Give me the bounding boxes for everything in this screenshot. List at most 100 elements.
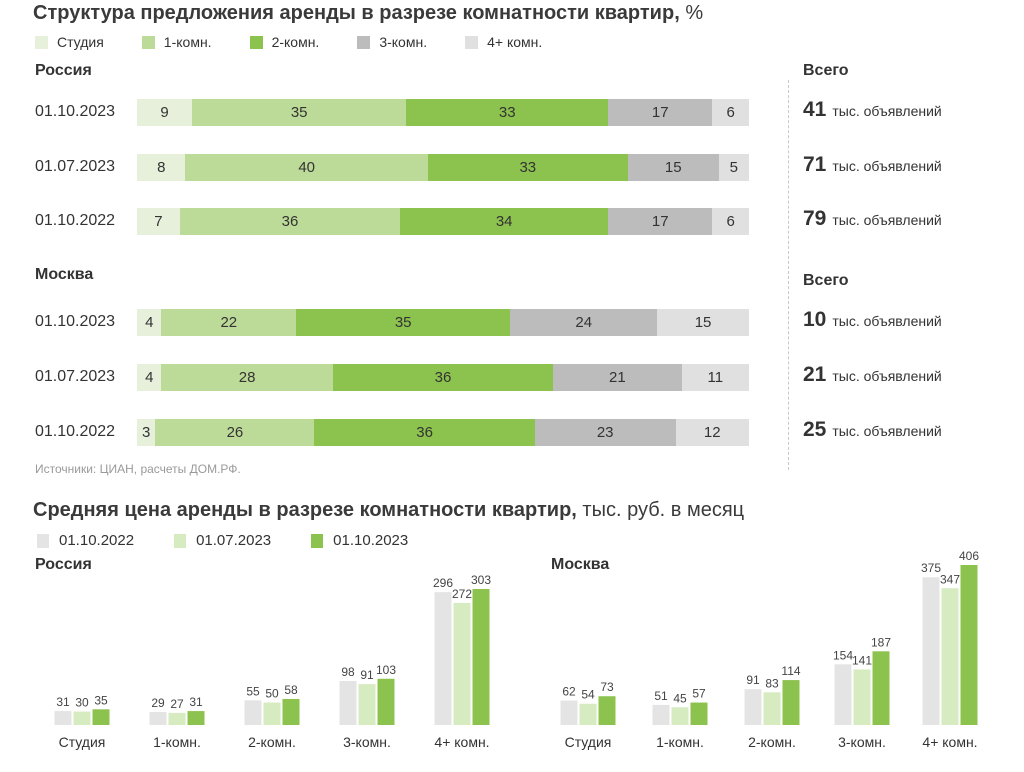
bar-value-label: 58	[284, 683, 298, 697]
panel-title: Россия	[35, 556, 92, 573]
chart1-title-unit: %	[685, 2, 704, 24]
bar-segment: 15	[657, 309, 749, 336]
legend-swatch	[311, 533, 324, 548]
legend-item: 2-комн.	[249, 34, 320, 50]
chart2-legend: 01.10.2022 01.07.2023 01.10.2023	[37, 532, 448, 549]
category-label: 3-комн.	[838, 734, 886, 750]
bar-segment: 21	[553, 364, 682, 391]
bar-value-label: 62	[562, 685, 576, 699]
bar	[282, 698, 300, 725]
bar	[54, 711, 72, 725]
bar-value-label: 375	[921, 561, 941, 575]
total-number: 71	[803, 153, 827, 176]
category-label: 1-комн.	[153, 734, 201, 750]
bar	[782, 680, 800, 725]
legend-label: 4+ комн.	[487, 34, 543, 50]
legend-label: 2-комн.	[271, 34, 320, 50]
bar	[263, 702, 281, 725]
bar-value-label: 347	[940, 572, 960, 586]
category-label: 1-комн.	[656, 734, 704, 750]
bar-value-label: 83	[765, 676, 779, 690]
bar-segment: 26	[155, 419, 315, 446]
total-value: 21 тыс. объявлений	[803, 363, 942, 387]
total-unit: тыс. объявлений	[832, 103, 942, 119]
total-number: 10	[803, 308, 827, 331]
bar-segment: 33	[406, 99, 609, 126]
bar-segment: 12	[675, 419, 749, 446]
legend-item: 4+ комн.	[465, 34, 542, 50]
legend-swatch	[174, 533, 187, 548]
bar-segment: 34	[400, 208, 609, 235]
bar-value-label: 27	[170, 697, 184, 711]
legend-label: 01.10.2023	[333, 532, 409, 549]
bar	[92, 709, 110, 725]
bar	[377, 678, 395, 725]
bar-segment: 15	[627, 154, 719, 181]
bar-value-label: 30	[75, 696, 89, 710]
total-number: 21	[803, 363, 827, 386]
bar	[579, 703, 597, 725]
bar-segment: 7	[137, 208, 180, 235]
totals-header-moscow: Всего	[803, 272, 849, 289]
legend-label: 01.07.2023	[196, 532, 272, 549]
legend-label: 01.10.2022	[59, 532, 135, 549]
row-date-label: 01.10.2023	[35, 313, 116, 330]
bar-segment: 17	[608, 99, 713, 126]
bar-value-label: 51	[654, 689, 668, 703]
legend-item: 01.10.2022	[37, 532, 134, 549]
bar-value-label: 73	[600, 680, 614, 694]
stacked-bar: 3 26 36 23 12	[137, 419, 749, 446]
bar-segment: 8	[137, 154, 186, 181]
legend-item: 01.07.2023	[174, 532, 271, 549]
bar-value-label: 303	[471, 573, 491, 587]
stacked-bar: 8 40 33 15 5	[137, 154, 749, 181]
legend-item: 1-комн.	[141, 34, 212, 50]
bar-value-label: 98	[341, 665, 355, 679]
category-label: Студия	[59, 734, 106, 750]
bar	[187, 711, 205, 725]
bar-segment: 35	[192, 99, 407, 126]
bar-segment: 36	[332, 364, 554, 391]
legend-swatch	[465, 35, 479, 49]
bar-segment: 35	[296, 309, 511, 336]
bar-segment: 22	[161, 309, 297, 336]
bar	[652, 704, 670, 725]
bar	[472, 589, 490, 725]
bar-value-label: 50	[265, 687, 279, 701]
bar-value-label: 31	[56, 695, 70, 709]
bar	[560, 700, 578, 725]
row-date-label: 01.10.2022	[35, 423, 116, 440]
chart2-title-unit: тыс. руб. в месяц	[582, 499, 745, 521]
total-value: 79 тыс. объявлений	[803, 207, 942, 231]
bar-value-label: 187	[871, 635, 891, 649]
total-number: 41	[803, 98, 827, 121]
bar	[941, 588, 959, 725]
legend-swatch	[37, 533, 49, 548]
grouped-bar-chart: Россия 31 30 35 Студия 29 27 31 1-комн. 55 50 58 2-к…	[35, 549, 979, 750]
stacked-bar: 9 35 33 17 6	[137, 99, 749, 126]
category-label: Студия	[565, 734, 612, 750]
total-unit: тыс. объявлений	[832, 368, 942, 384]
legend-item: 01.10.2023	[311, 532, 408, 549]
bar-value-label: 296	[433, 576, 453, 590]
totals-divider	[788, 80, 789, 470]
bar	[434, 592, 452, 725]
chart1-title-text: Структура предложения аренды в разрезе к…	[33, 2, 680, 24]
category-label: 3-комн.	[343, 734, 391, 750]
chart2-title: Средняя цена аренды в разрезе комнатност…	[33, 499, 744, 522]
row-date-label: 01.07.2023	[35, 368, 116, 385]
bar-value-label: 29	[151, 696, 165, 710]
bar	[598, 696, 616, 725]
bar	[339, 681, 357, 725]
bar-value-label: 406	[959, 549, 979, 563]
bar-value-label: 272	[452, 587, 472, 601]
bar	[922, 577, 940, 725]
bar	[671, 707, 689, 725]
bar-value-label: 103	[376, 663, 396, 677]
bar-segment: 4	[137, 364, 162, 391]
bar	[834, 664, 852, 725]
row-date-label: 01.10.2022	[35, 212, 116, 229]
bar-segment: 40	[185, 154, 428, 181]
bar-value-label: 57	[692, 687, 706, 701]
total-unit: тыс. объявлений	[832, 313, 942, 329]
